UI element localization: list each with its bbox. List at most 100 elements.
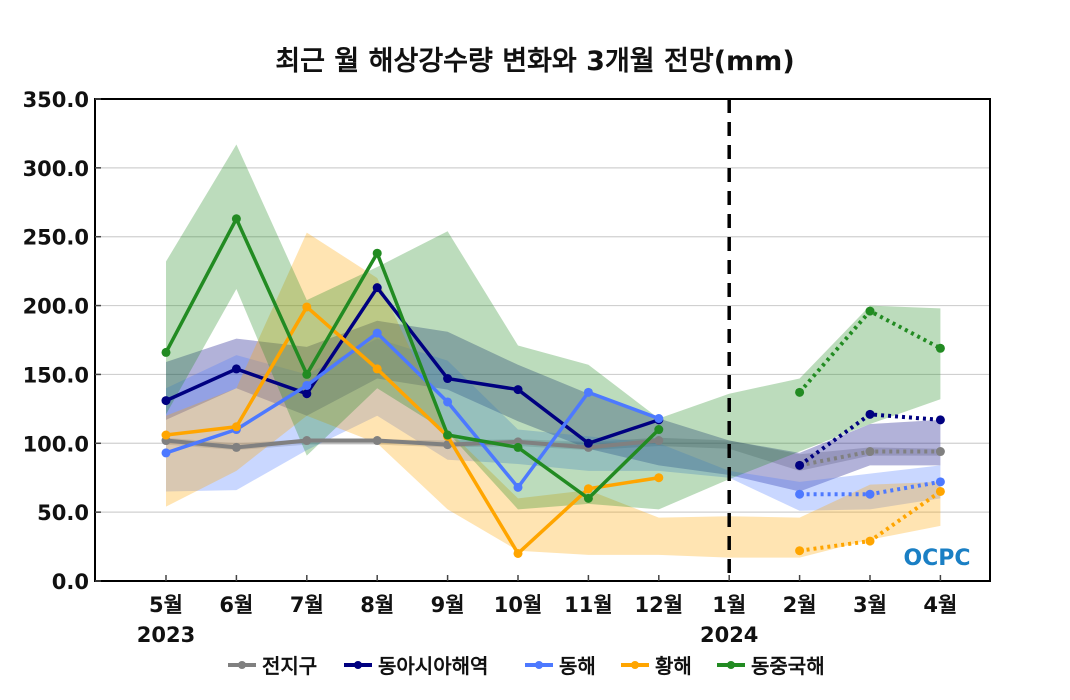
x-tick-label: 12월 [635, 593, 684, 617]
observed-point [161, 347, 171, 357]
legend-item: 동중국해 [717, 654, 825, 678]
x-tick-label: 3월 [853, 593, 887, 617]
observed-point [372, 364, 382, 374]
forecast-point [865, 409, 875, 419]
y-tick-label: 250.0 [23, 226, 89, 250]
y-tick-label: 50.0 [37, 501, 89, 525]
band-전지구 [166, 437, 941, 471]
legend-label: 전지구 [262, 654, 317, 678]
y-tick-label: 350.0 [23, 88, 89, 112]
observed-point [372, 328, 382, 338]
observed-point [654, 425, 664, 435]
x-tick-label: 4월 [923, 593, 957, 617]
y-tick-label: 200.0 [23, 295, 89, 319]
forecast-point [935, 477, 945, 487]
observed-point [161, 430, 171, 440]
forecast-point [865, 536, 875, 546]
forecast-point [865, 306, 875, 316]
forecast-point [795, 546, 805, 556]
x-tick-label: 6월 [219, 593, 253, 617]
x-axis: 5월 6월 7월 8월 9월 10월 11월 12월 1월 2월 3월 4월 2023 2024 [137, 575, 957, 647]
observed-point [513, 548, 523, 558]
observed-point [443, 430, 453, 440]
forecast-point [795, 489, 805, 499]
band-동해 [166, 338, 941, 511]
observed-point [302, 302, 312, 312]
legend-marker [727, 661, 735, 669]
legend-marker [238, 661, 246, 669]
year-label: 2023 [137, 623, 195, 647]
observed-point [654, 473, 664, 483]
observed-line [164, 217, 661, 501]
observed-point [372, 283, 382, 293]
forecast-point [865, 489, 875, 499]
x-tick-label: 10월 [494, 593, 543, 617]
legend-item: 동아시아해역 [344, 654, 488, 678]
observed-line [165, 438, 659, 450]
observed-point [583, 493, 593, 503]
series-황해 [161, 302, 945, 558]
observed-point [302, 369, 312, 379]
y-tick-label: 150.0 [23, 363, 89, 387]
forecast-point [935, 415, 945, 425]
series-동아시아해역 [161, 283, 945, 470]
observed-point [302, 380, 312, 390]
band-동아시아해역 [166, 320, 941, 492]
observed-point [654, 436, 664, 446]
observed-point [161, 448, 171, 458]
y-tick-label: 100.0 [23, 432, 89, 456]
forecast-point [935, 486, 945, 496]
y-tick-label: 300.0 [23, 157, 89, 181]
legend: 전지구 동아시아해역 동해 황해 동중국해 [228, 654, 825, 678]
observed-point [372, 248, 382, 258]
observed-point [513, 482, 523, 492]
x-tick-label: 7월 [290, 593, 324, 617]
legend-label: 황해 [655, 654, 692, 678]
forecast-point [795, 387, 805, 397]
legend-item: 황해 [621, 654, 692, 678]
series-lines [161, 214, 945, 558]
observed-point [231, 442, 241, 452]
legend-label: 동중국해 [751, 654, 825, 678]
observed-point [372, 436, 382, 446]
legend-item: 동해 [525, 654, 596, 678]
series-동중국해 [161, 214, 945, 503]
observed-point [231, 214, 241, 224]
observed-point [231, 364, 241, 374]
year-label: 2024 [700, 623, 758, 647]
observed-point [583, 484, 593, 494]
band-동중국해 [166, 144, 941, 510]
forecast-point [865, 447, 875, 457]
observed-point [654, 413, 664, 423]
forecast-point [935, 343, 945, 353]
observed-point [583, 438, 593, 448]
legend-label: 동해 [559, 654, 596, 678]
x-tick-label: 2월 [783, 593, 817, 617]
observed-point [443, 397, 453, 407]
x-tick-label: 1월 [712, 593, 746, 617]
x-tick-label: 8월 [360, 593, 394, 617]
observed-point [583, 387, 593, 397]
legend-marker [535, 661, 543, 669]
x-tick-label: 5월 [149, 593, 183, 617]
observed-line [165, 331, 660, 490]
observed-point [513, 442, 523, 452]
legend-label: 동아시아해역 [378, 654, 488, 678]
forecast-point [935, 447, 945, 457]
x-tick-label: 11월 [564, 593, 613, 617]
observed-point [302, 389, 312, 399]
observed-point [443, 374, 453, 384]
series-동해 [161, 328, 945, 499]
x-tick-label: 9월 [431, 593, 465, 617]
observed-point [513, 385, 523, 395]
observed-line [165, 305, 660, 556]
y-axis: 0.0 50.0 100.0 150.0 200.0 250.0 300.0 350.0 [23, 88, 101, 594]
legend-item: 전지구 [228, 654, 317, 678]
observed-point [161, 396, 171, 406]
chart-title: 최근 월 해상강수량 변화와 3개월 전망(mm) [275, 46, 794, 77]
forecast-point [795, 460, 805, 470]
observed-point [302, 436, 312, 446]
ocpc-logo: OCPC [903, 546, 970, 571]
legend-marker [354, 661, 362, 669]
